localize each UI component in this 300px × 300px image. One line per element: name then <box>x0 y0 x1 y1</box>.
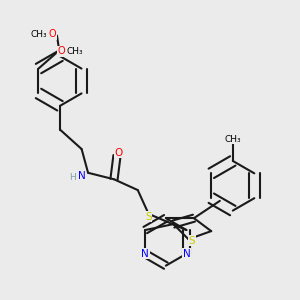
Text: H: H <box>69 173 76 182</box>
Text: CH₃: CH₃ <box>224 135 241 144</box>
Text: O: O <box>49 29 56 39</box>
Text: S: S <box>145 212 152 222</box>
Text: N: N <box>141 249 149 259</box>
Text: O: O <box>114 148 123 158</box>
Text: O: O <box>57 46 65 56</box>
Text: N: N <box>78 171 86 181</box>
Text: N: N <box>182 249 190 259</box>
Text: CH₃: CH₃ <box>31 30 47 39</box>
Text: S: S <box>189 236 195 246</box>
Text: CH₃: CH₃ <box>67 46 83 56</box>
